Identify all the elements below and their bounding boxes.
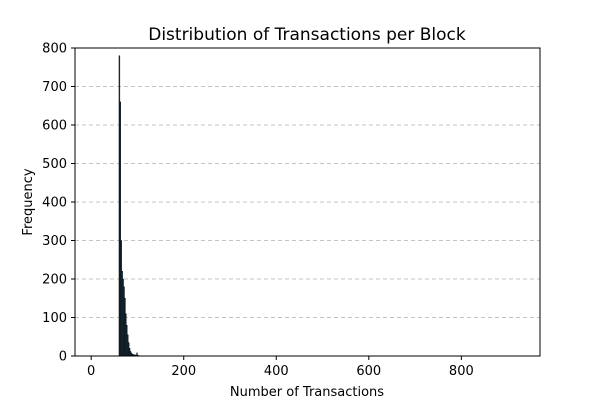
y-tick-label: 600 xyxy=(42,119,67,134)
x-tick-label: 600 xyxy=(356,364,381,379)
y-tick-label: 0 xyxy=(59,350,67,365)
x-tick-label: 800 xyxy=(449,364,474,379)
y-tick-label: 800 xyxy=(42,42,67,57)
gridlines xyxy=(75,47,540,357)
x-axis-label: Number of Transactions xyxy=(230,385,384,400)
x-axis-ticks: 0 200 400 600 800 xyxy=(87,356,474,379)
y-tick-label: 300 xyxy=(42,234,67,249)
y-axis-label: Frequency xyxy=(21,168,36,235)
y-tick-label: 400 xyxy=(42,196,67,211)
y-tick-label: 100 xyxy=(42,311,67,326)
chart-title: Distribution of Transactions per Block xyxy=(148,25,466,45)
y-tick-label: 200 xyxy=(42,273,67,288)
y-tick-label: 700 xyxy=(42,80,67,95)
y-axis-ticks: 0 100 200 300 400 500 600 700 800 xyxy=(42,42,75,365)
x-tick-label: 400 xyxy=(264,364,289,379)
x-tick-label: 200 xyxy=(171,364,196,379)
y-tick-label: 500 xyxy=(42,157,67,172)
histogram-bars xyxy=(118,55,140,357)
x-tick-label: 0 xyxy=(87,364,95,379)
